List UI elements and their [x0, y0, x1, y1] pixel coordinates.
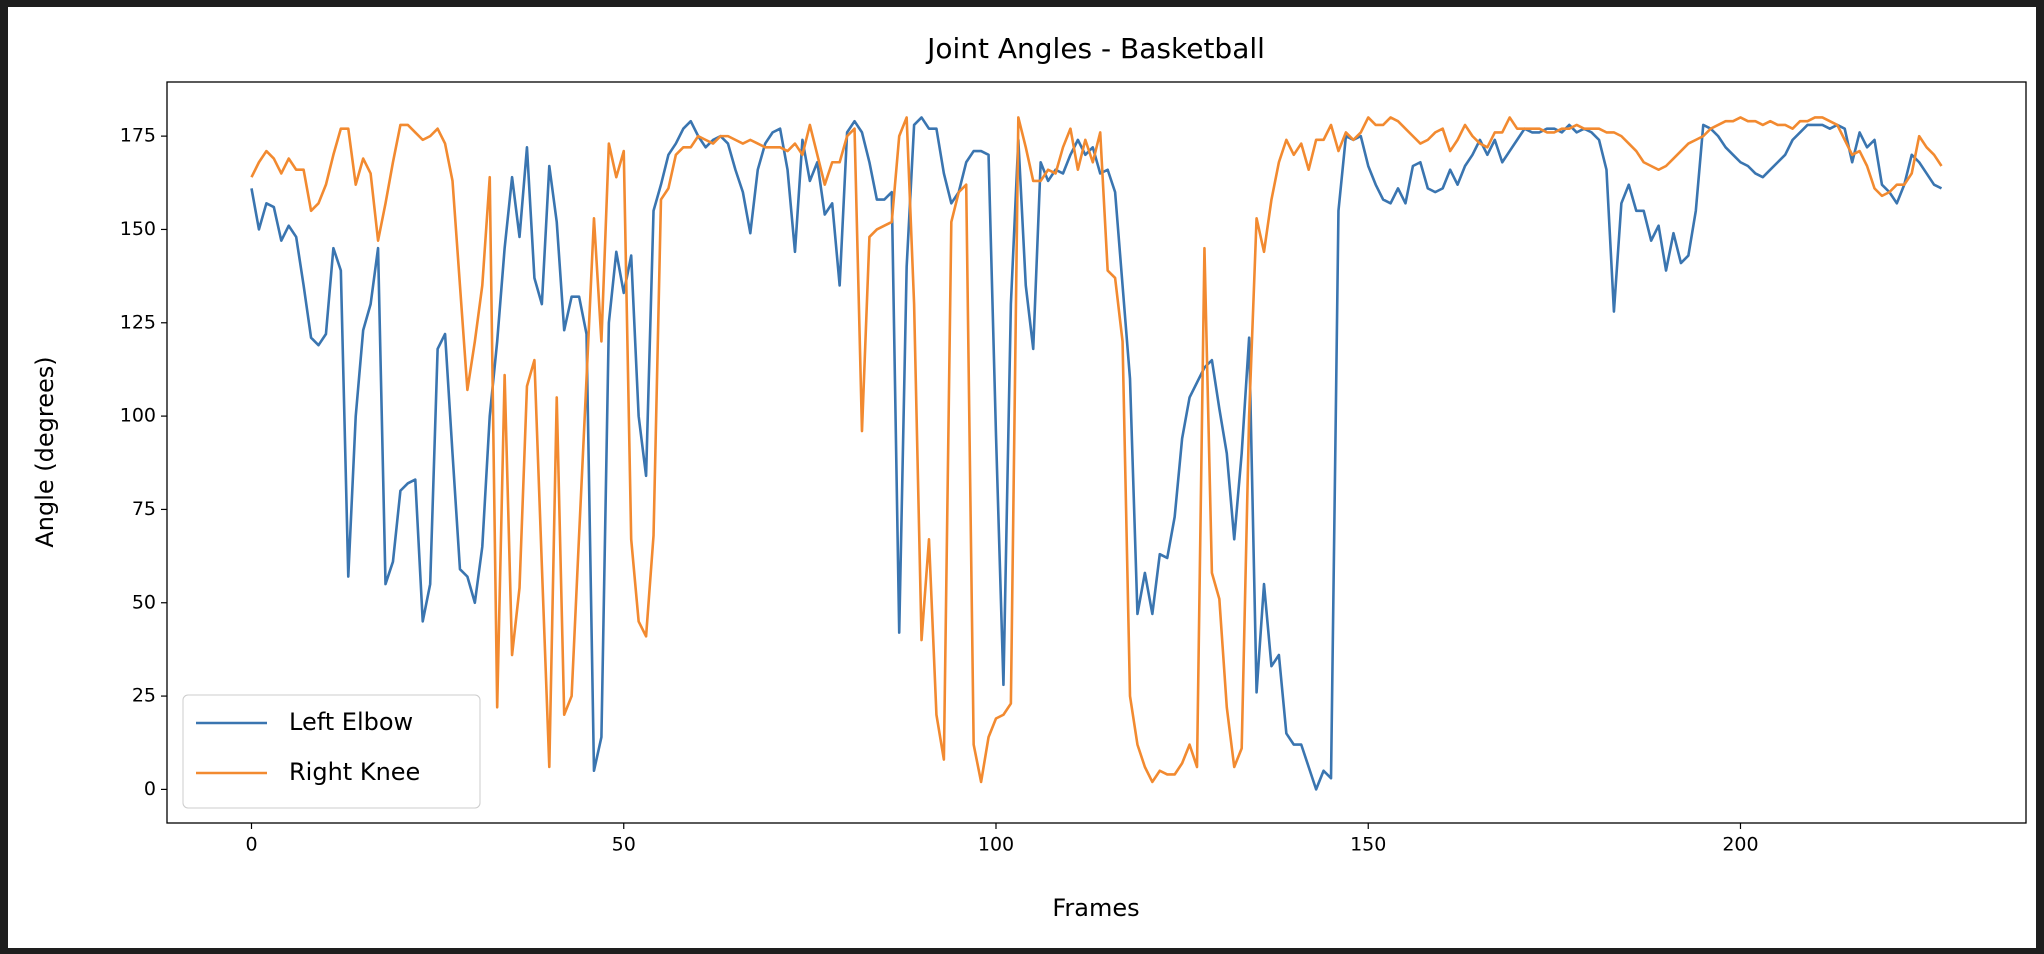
x-axis-label: Frames — [1052, 894, 1139, 922]
x-tick-label: 100 — [978, 834, 1014, 856]
chart-title: Joint Angles - Basketball — [925, 32, 1265, 65]
y-tick-label: 25 — [132, 685, 156, 707]
legend-label: Right Knee — [289, 758, 420, 786]
legend-label: Left Elbow — [289, 708, 413, 736]
axes-frame — [166, 81, 2027, 824]
y-tick-label: 175 — [120, 125, 156, 147]
x-tick-label: 150 — [1350, 834, 1386, 856]
y-tick-label: 50 — [132, 591, 156, 613]
y-tick-label: 75 — [132, 498, 156, 520]
y-tick-label: 100 — [120, 405, 156, 427]
x-tick-label: 0 — [245, 834, 257, 856]
legend: Left Elbow Right Knee — [182, 694, 481, 809]
x-tick-label: 200 — [1722, 834, 1758, 856]
data-line — [250, 116, 1943, 784]
y-tick-label: 0 — [144, 778, 156, 800]
y-tick-label: 125 — [120, 311, 156, 333]
y-axis-label: Angle (degrees) — [31, 356, 59, 547]
y-tick-label: 150 — [120, 218, 156, 240]
data-line — [250, 116, 1943, 791]
x-tick-label: 50 — [612, 834, 636, 856]
